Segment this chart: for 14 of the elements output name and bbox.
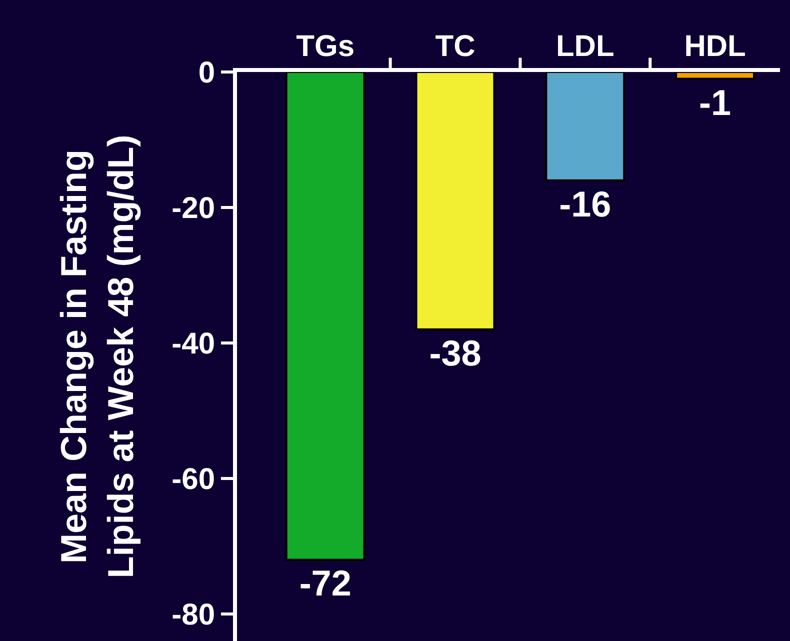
- data-label: -38: [429, 332, 482, 374]
- x-tick-label: HDL: [684, 30, 746, 63]
- y-tick-label: -40: [172, 327, 215, 360]
- x-tick-label: TC: [435, 30, 476, 63]
- data-label: -72: [299, 562, 352, 604]
- x-tick-label: LDL: [556, 30, 614, 63]
- y-tick-label: -60: [172, 462, 215, 496]
- x-tick-label: TGs: [296, 30, 355, 63]
- y-tick-label: -20: [172, 192, 215, 225]
- data-label: -16: [559, 183, 612, 224]
- data-label: -1: [699, 82, 732, 123]
- y-tick-label: 0: [198, 56, 215, 90]
- y-tick-label: -80: [172, 598, 215, 632]
- y-axis-title: Mean Change in Fasting Lipids at Week 48 (mg/dL): [53, 134, 142, 578]
